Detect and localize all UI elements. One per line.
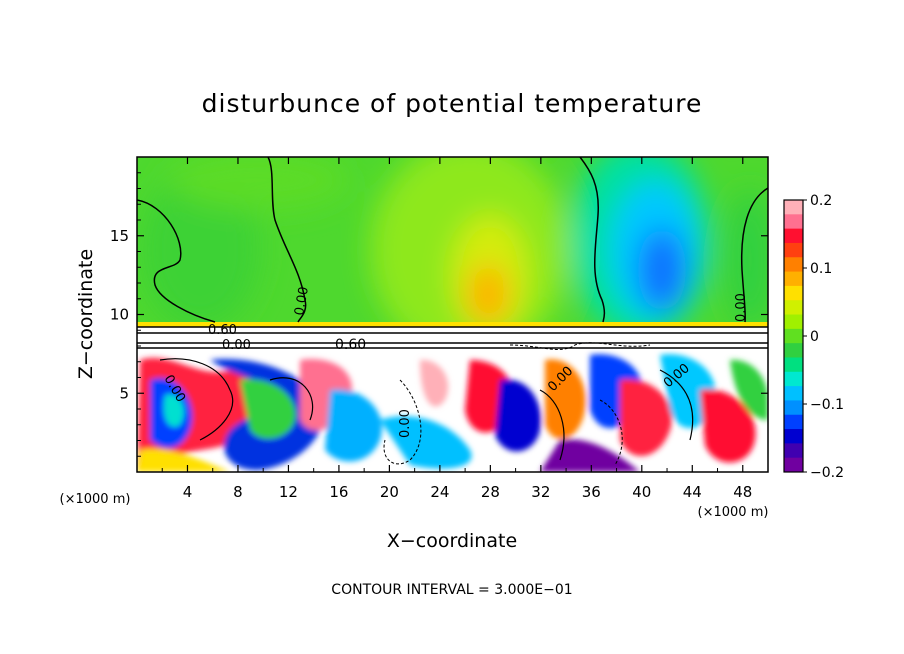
colorbar-swatch (784, 357, 803, 373)
chart-title: disturbunce of potential temperature (202, 89, 703, 118)
x-tick-label: 4 (183, 483, 193, 501)
y-axis-label: Z−coordinate (75, 249, 97, 379)
x-tick-label: 36 (582, 483, 601, 501)
colorbar-tick-label: 0.2 (810, 193, 832, 209)
colorbar-swatch (784, 214, 803, 230)
x-tick-label: 28 (481, 483, 500, 501)
colorbar-swatch (784, 242, 803, 258)
contour-label: 0.00 (398, 409, 413, 438)
colorbar-swatch (784, 328, 803, 344)
colorbar-swatch (784, 386, 803, 401)
colorbar-tick-label: −0.2 (810, 465, 844, 481)
x-tick-label: 8 (233, 483, 243, 501)
colorbar-tick-label: 0 (810, 329, 819, 345)
x-tick-label: 32 (531, 483, 550, 501)
colorbar: 0.2 0.1 0 −0.1 −0.2 (783, 193, 844, 481)
contour-interval-note: CONTOUR INTERVAL = 3.000E−01 (331, 582, 572, 598)
contour-label: 0.00 (292, 286, 312, 317)
x-tick-label: 40 (632, 483, 651, 501)
colorbar-tick-label: 0.1 (810, 261, 832, 277)
colorbar-swatch (784, 257, 803, 273)
colorbar-swatch (784, 228, 803, 244)
x-axis-label: X−coordinate (387, 530, 517, 552)
colorbar-swatch (784, 271, 803, 287)
colorbar-swatch (784, 400, 803, 416)
contour-label: 0.60 (208, 323, 237, 338)
turbulent-layer (137, 349, 768, 472)
x-unit-left: (×1000 m) (60, 492, 131, 507)
colorbar-swatch (784, 371, 803, 387)
colorbar-swatch (784, 200, 803, 215)
inversion-band (137, 322, 768, 330)
x-unit-right: (×1000 m) (698, 505, 769, 520)
y-tick-label: 10 (110, 306, 129, 324)
plot-area: 0.00 0.60 0.60 0.00 0.00 0.00 0.00 0.00 … (137, 157, 768, 472)
colorbar-tick-label: −0.1 (810, 397, 844, 413)
upper-field (140, 157, 768, 360)
colorbar-swatch (784, 414, 803, 430)
x-tick-label: 12 (279, 483, 298, 501)
y-tick-label: 5 (119, 384, 129, 402)
contour-lines (137, 157, 768, 466)
contour-label: 0.00 (222, 338, 251, 353)
colorbar-swatch (784, 285, 803, 301)
y-tick-label: 15 (110, 227, 129, 245)
colorbar-swatch (784, 443, 803, 459)
colorbar-swatch (784, 429, 803, 444)
colorbar-swatch (784, 314, 803, 330)
colorbar-swatch (784, 457, 803, 473)
x-tick-label: 16 (329, 483, 348, 501)
contour-label: 0.00 (734, 293, 749, 322)
colorbar-swatch (784, 300, 803, 316)
x-tick-label: 44 (683, 483, 702, 501)
x-tick-label: 20 (380, 483, 399, 501)
contour-label: 0.60 (335, 337, 366, 353)
colorbar-swatch (784, 343, 803, 358)
x-tick-label: 48 (733, 483, 752, 501)
x-tick-label: 24 (430, 483, 449, 501)
